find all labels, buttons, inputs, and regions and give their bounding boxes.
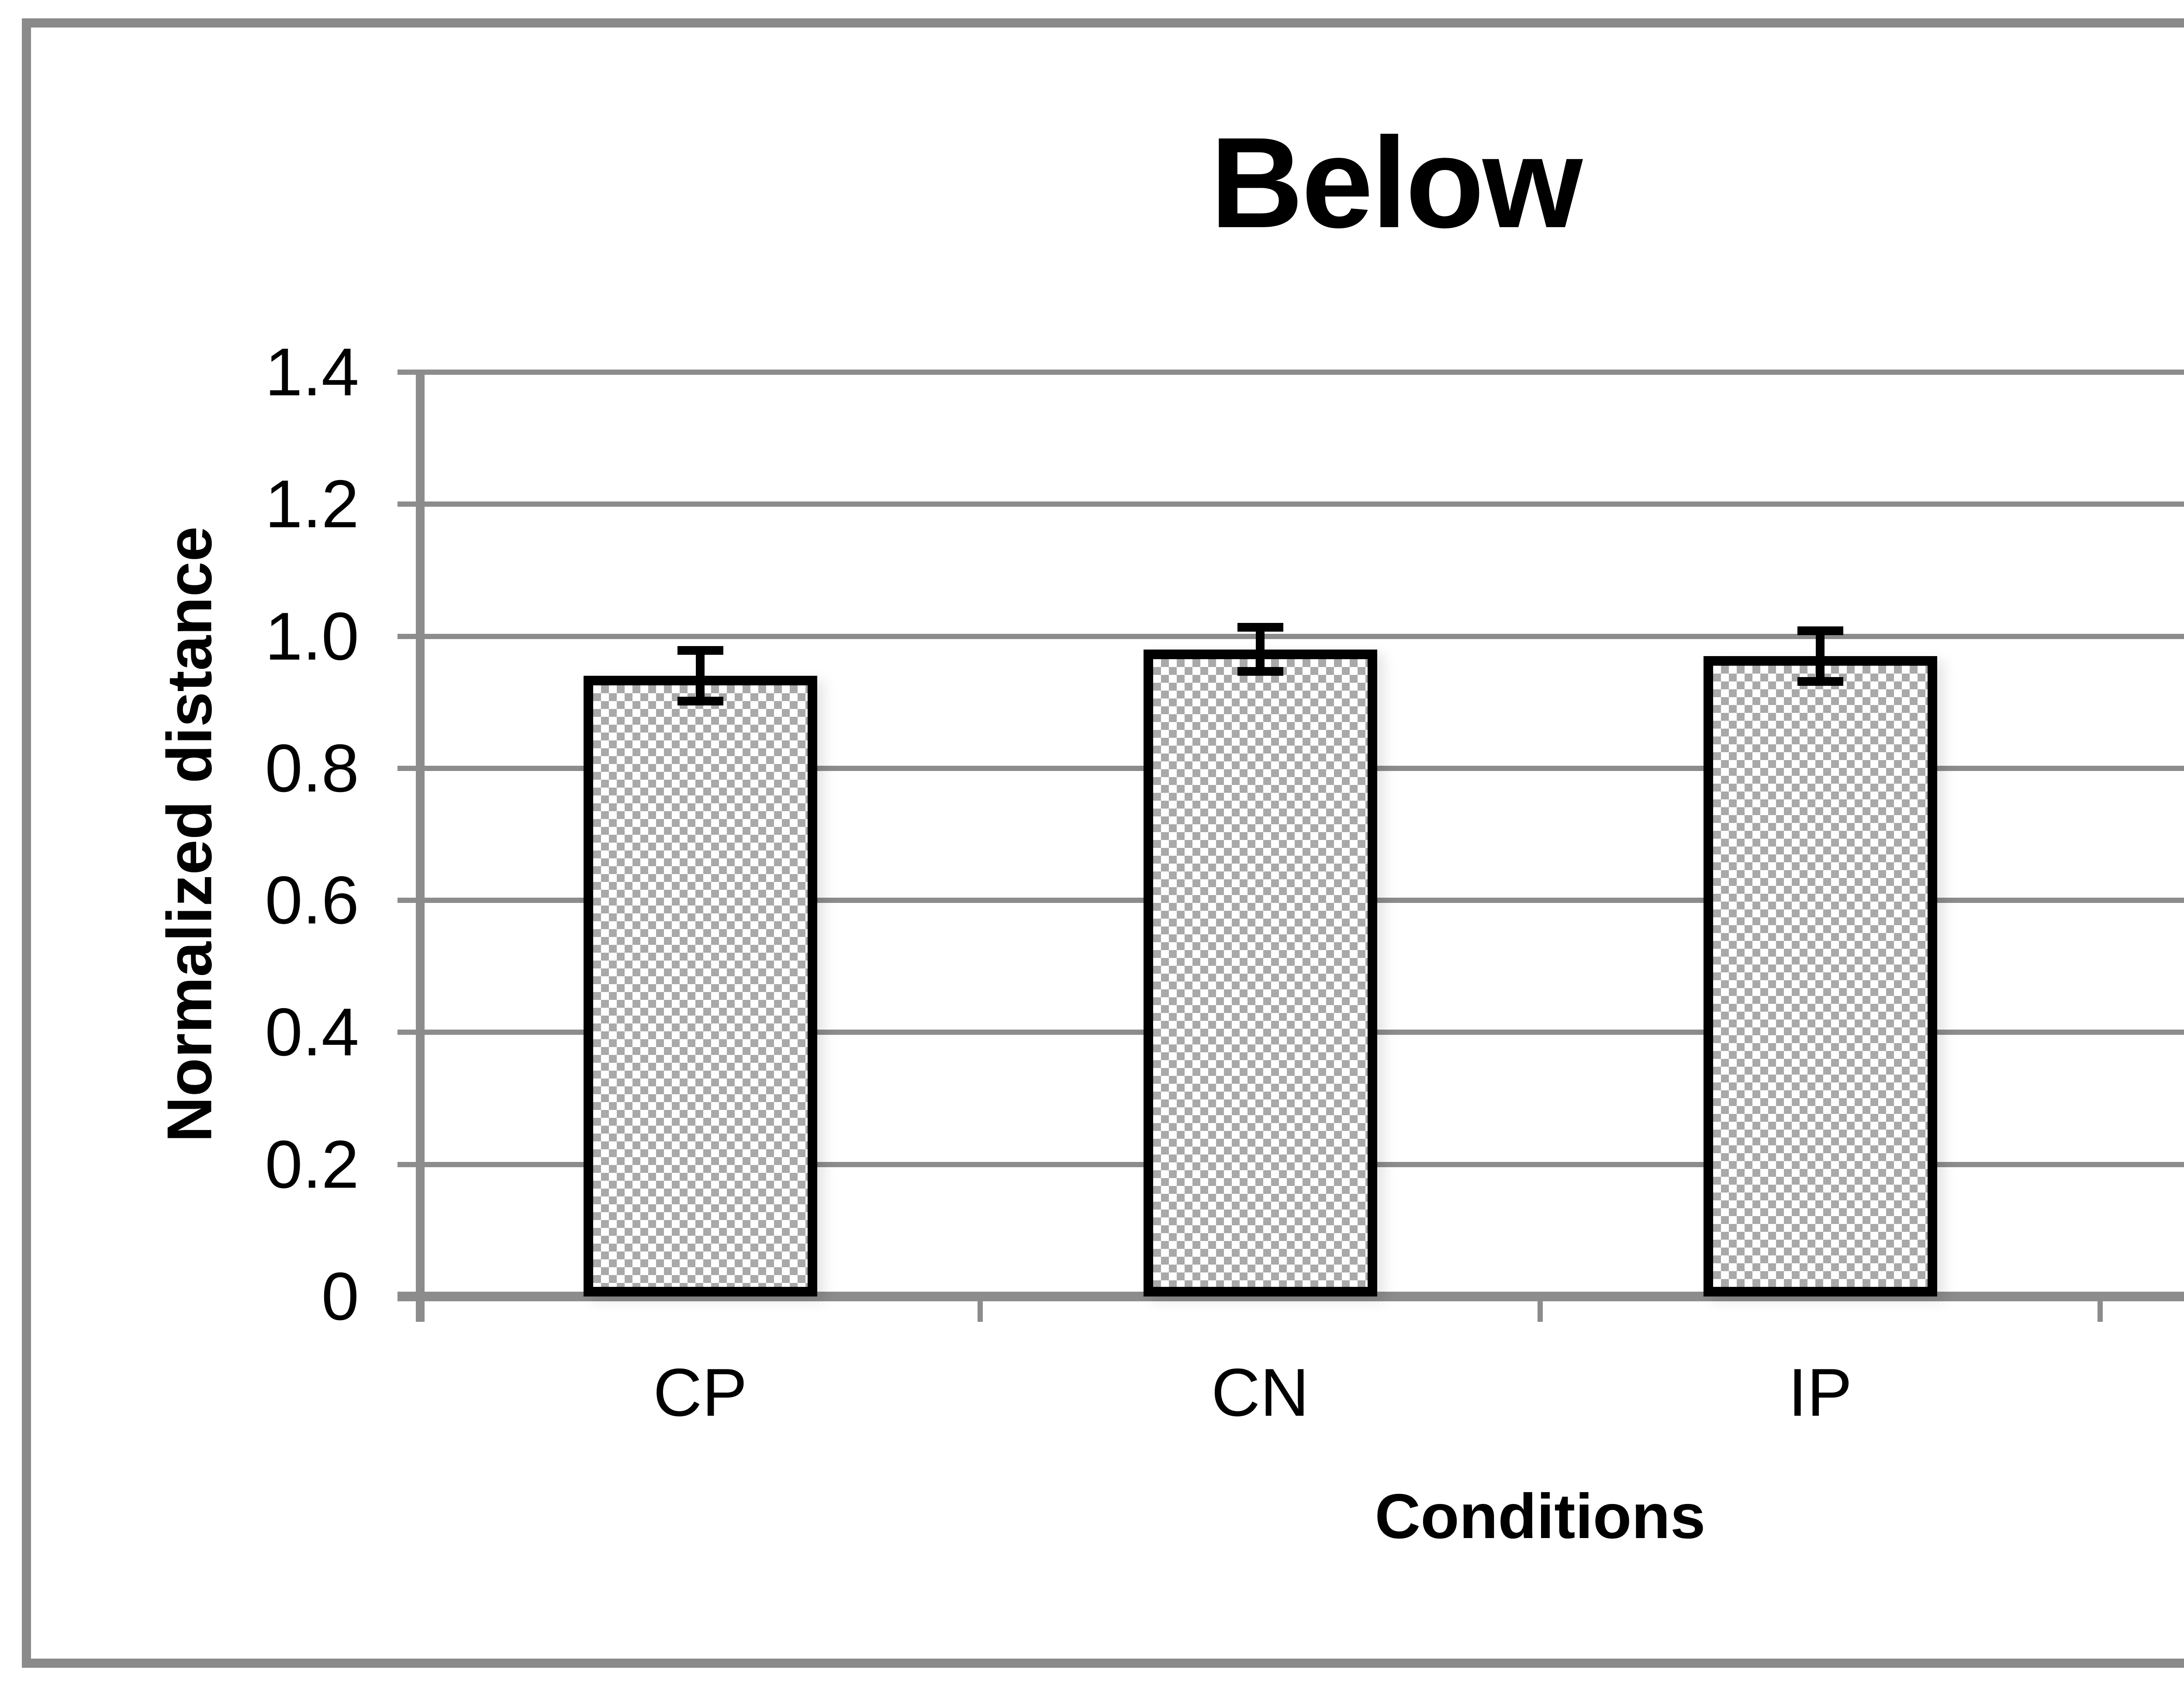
y-tick-label: 1.4 (265, 334, 359, 410)
gridline (397, 370, 2184, 375)
error-bar-cap-bottom (1237, 667, 1283, 676)
plot-area: 1.41.21.00.80.60.40.20CPCNIPIN (265, 337, 2184, 1428)
y-tick-label: 0.8 (265, 730, 359, 806)
error-bar-cap-bottom (1797, 677, 1843, 686)
error-bar-cap-top (677, 646, 723, 655)
gridline (397, 633, 2184, 639)
y-tick-label: 1.2 (265, 466, 359, 542)
x-category-label: IP (1788, 1355, 1852, 1430)
x-category-label: CN (1211, 1355, 1309, 1430)
chart-title: Below (1210, 111, 1583, 255)
error-bar-stroke (695, 646, 705, 706)
gridline (397, 501, 2184, 507)
bar (583, 676, 817, 1296)
error-bar-cap-bottom (677, 697, 723, 706)
x-axis-title: Conditions (1375, 1481, 1706, 1552)
y-tick-label: 0 (321, 1258, 359, 1334)
error-bar (1237, 623, 1283, 676)
bar (1143, 649, 1377, 1296)
y-axis-line (416, 372, 425, 1322)
error-bar-stroke (1255, 623, 1265, 676)
bar (1703, 656, 1937, 1296)
error-bar-cap-top (1797, 626, 1843, 635)
y-tick-label: 0.4 (265, 994, 359, 1070)
x-tick (1538, 1296, 1543, 1322)
x-tick (2098, 1296, 2103, 1322)
error-bar-stroke (1815, 626, 1825, 686)
y-tick-label: 1.0 (265, 598, 359, 674)
y-tick-label: 0.2 (265, 1126, 359, 1202)
error-bar (677, 646, 723, 706)
x-category-label: CP (653, 1355, 747, 1430)
error-bar (1797, 626, 1843, 686)
x-tick (978, 1296, 983, 1322)
error-bar-cap-top (1237, 623, 1283, 632)
y-tick-label: 0.6 (265, 862, 359, 938)
